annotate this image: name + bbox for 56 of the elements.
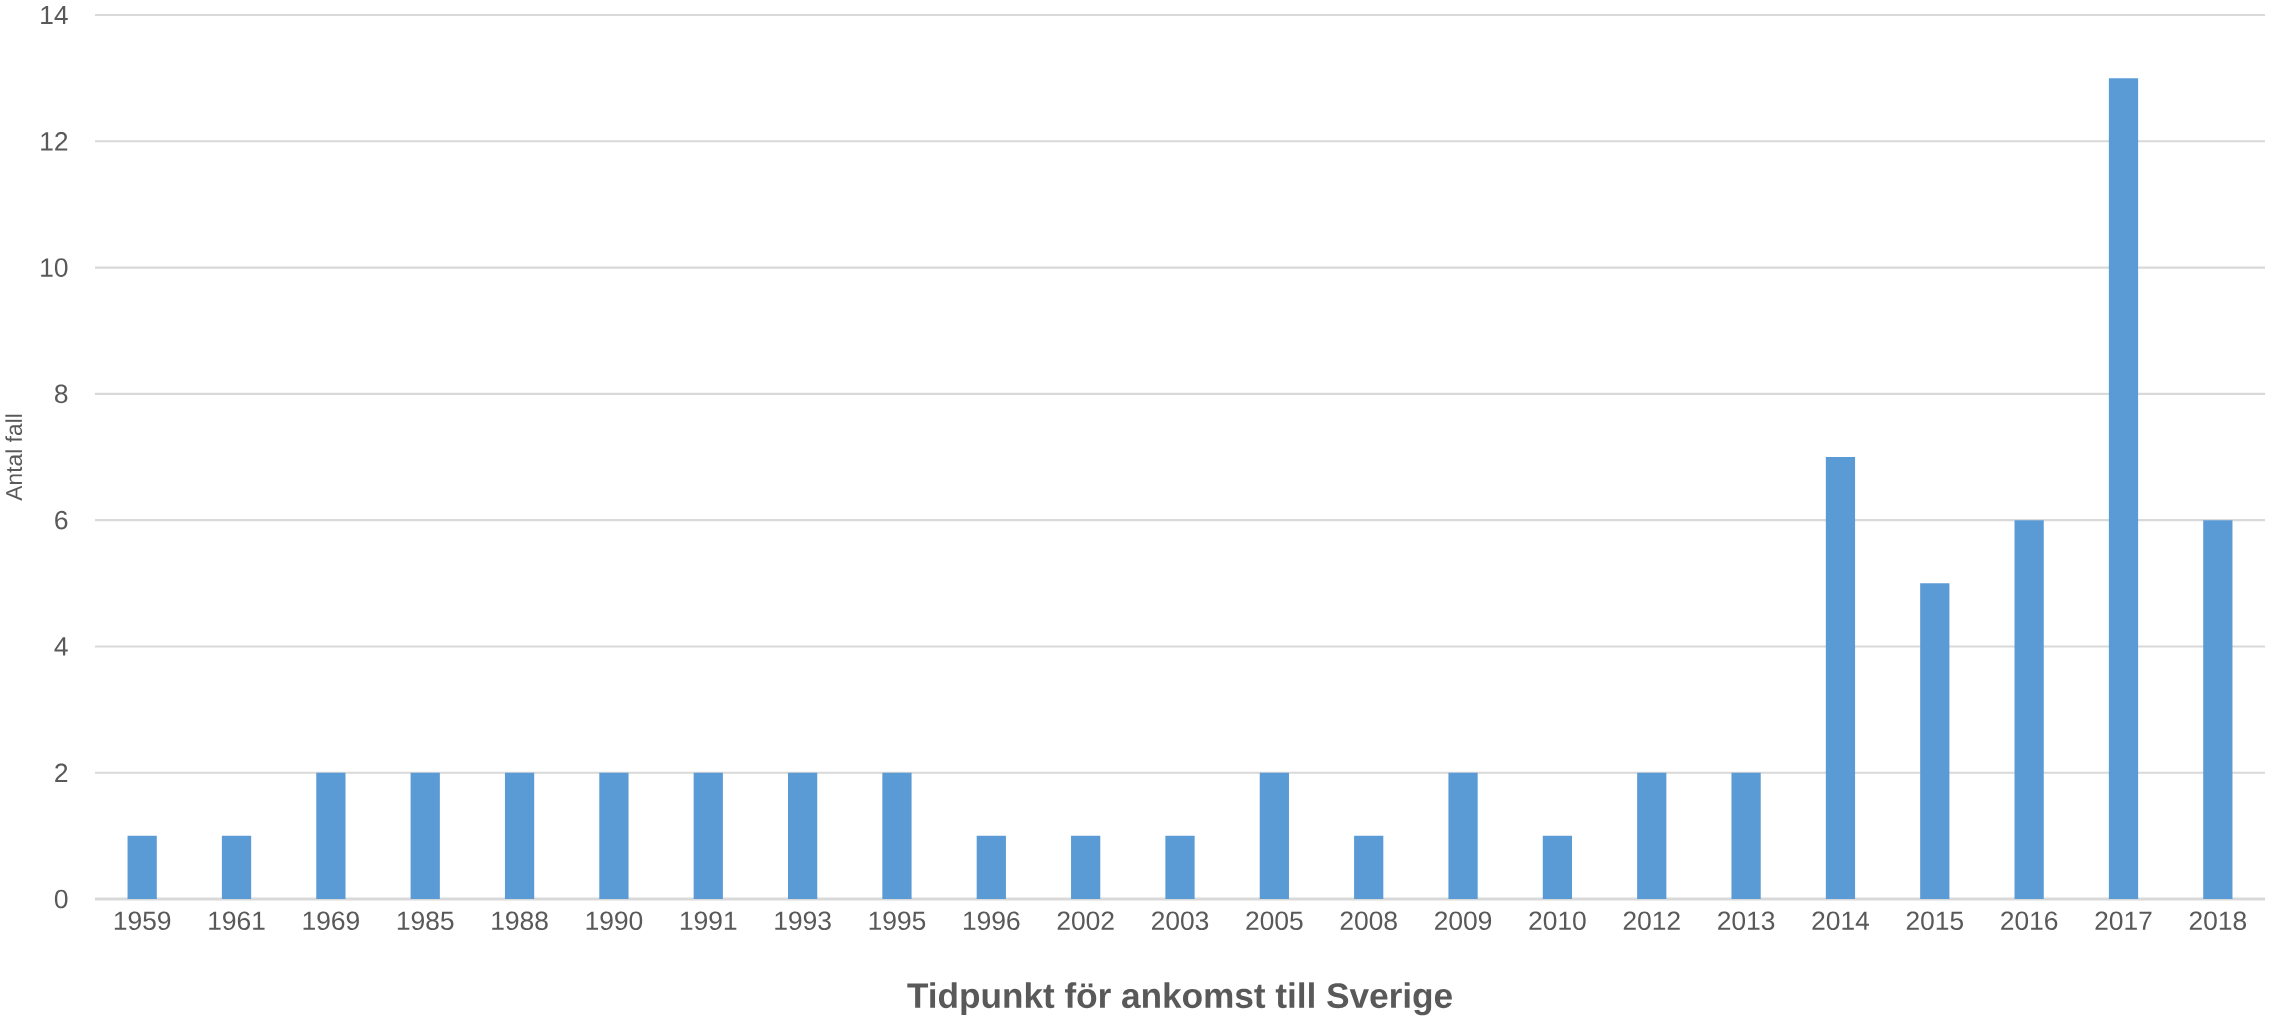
bar: [1448, 772, 1478, 899]
x-tick-label: 2005: [1246, 911, 1303, 931]
bar: [599, 772, 629, 899]
bar: [1731, 772, 1761, 899]
bar: [1071, 835, 1101, 899]
x-tick-label: 2012: [1623, 911, 1680, 931]
x-tick-label: 1993: [775, 911, 831, 931]
bar: [787, 772, 818, 899]
x-tick-label: 2018: [2189, 911, 2246, 931]
x-tick-label: 2015: [1906, 911, 1963, 931]
bar: [693, 772, 723, 899]
y-tick-label: 4: [54, 637, 68, 656]
x-tick-label: 1996: [963, 911, 1020, 931]
y-tick-label: 0: [54, 889, 68, 909]
x-tick-label: 1995: [869, 911, 926, 931]
bar: [1637, 772, 1667, 899]
bar: [976, 835, 1006, 899]
x-tick-label: 2003: [1152, 911, 1209, 931]
bar: [2108, 78, 2139, 899]
x-tick-label: 2002: [1057, 911, 1114, 931]
x-tick-label: 2017: [2095, 911, 2152, 931]
bar: [316, 772, 346, 899]
y-tick-label: 2: [55, 763, 68, 782]
x-tick-label: 2009: [1435, 911, 1492, 931]
bar: [1259, 772, 1289, 899]
x-tick-label: 1990: [586, 911, 643, 931]
x-axis-title: Tidpunkt för ankomst till Sverige: [907, 982, 1452, 1016]
y-tick-label: 14: [41, 5, 68, 25]
bar: [221, 835, 252, 899]
bar: [504, 772, 535, 899]
y-tick-label: 8: [55, 384, 68, 404]
bar: [1165, 835, 1195, 899]
bar: [127, 835, 157, 899]
bar: [1542, 835, 1573, 899]
x-tick-label: 1988: [492, 911, 548, 931]
x-tick-label: 1969: [303, 911, 359, 931]
y-tick-label: 10: [41, 258, 68, 277]
bar: [410, 772, 440, 899]
bar: [2203, 520, 2233, 899]
y-tick-label: 12: [41, 132, 68, 151]
x-tick-label: 1961: [209, 911, 265, 931]
y-tick-label: 6: [55, 510, 68, 530]
bar: [1920, 583, 1950, 899]
x-tick-label: 2008: [1340, 911, 1397, 931]
x-tick-label: 2014: [1812, 911, 1869, 931]
x-tick-label: 2010: [1529, 911, 1586, 931]
x-tick-label: 2016: [2001, 911, 2058, 931]
x-tick-label: 1991: [680, 911, 737, 931]
bar: [1354, 835, 1384, 899]
x-tick-label: 1959: [114, 911, 171, 931]
bar: [1825, 457, 1856, 899]
bar: [882, 772, 912, 899]
y-axis-title: Antal fall: [5, 414, 23, 501]
x-tick-label: 1985: [397, 911, 454, 931]
bar: [2014, 520, 2044, 899]
x-tick-label: 2013: [1718, 911, 1775, 931]
